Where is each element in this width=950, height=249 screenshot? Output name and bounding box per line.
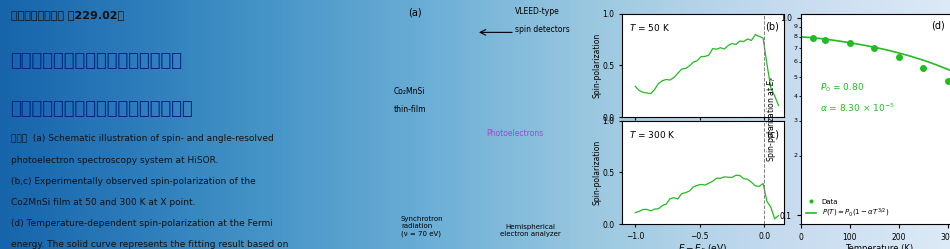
Text: 4: 4 (793, 94, 798, 99)
Text: 表面におけるスピン脱偏極を直接観測: 表面におけるスピン脱偏極を直接観測 (10, 100, 194, 118)
Text: (d) Temperature-dependent spin-polarization at the Fermi: (d) Temperature-dependent spin-polarizat… (10, 219, 273, 228)
Y-axis label: Spin-polarization: Spin-polarization (592, 33, 601, 98)
Text: 技術情報サービス 第229.02号: 技術情報サービス 第229.02号 (10, 10, 124, 20)
X-axis label: Temperature (K): Temperature (K) (846, 244, 913, 249)
Text: Hemispherical
electron analyzer: Hemispherical electron analyzer (501, 224, 561, 237)
Text: 【図】  (a) Schematic illustration of spin- and angle-resolved: 【図】 (a) Schematic illustration of spin- … (10, 134, 274, 143)
Text: ハーフメタルホイスラー合金薄膜の: ハーフメタルホイスラー合金薄膜の (10, 52, 182, 70)
Text: 8: 8 (794, 34, 798, 40)
Text: spin detectors: spin detectors (515, 25, 570, 34)
Text: Synchrotron
radiation
(ν = 70 eV): Synchrotron radiation (ν = 70 eV) (401, 216, 444, 237)
Text: 2: 2 (793, 153, 798, 158)
Text: thin-film: thin-film (394, 105, 427, 114)
Text: (c): (c) (766, 129, 779, 139)
Text: photoelectron spectroscopy system at HiSOR.: photoelectron spectroscopy system at HiS… (10, 156, 218, 165)
Text: 9: 9 (793, 24, 798, 29)
Text: (a): (a) (408, 7, 422, 17)
Text: $T$ = 50 K: $T$ = 50 K (629, 22, 670, 33)
Text: $P_0$ = 0.80: $P_0$ = 0.80 (820, 81, 864, 94)
Text: Co2MnSi film at 50 and 300 K at X point.: Co2MnSi film at 50 and 300 K at X point. (10, 198, 195, 207)
Text: 7: 7 (793, 46, 798, 51)
Text: (b,c) Experimentally observed spin-polarization of the: (b,c) Experimentally observed spin-polar… (10, 177, 256, 186)
Y-axis label: Spin-polarization at $E_F$: Spin-polarization at $E_F$ (766, 75, 778, 162)
Text: Co₂MnSi: Co₂MnSi (394, 87, 426, 96)
Text: Photoelectrons: Photoelectrons (486, 129, 543, 138)
Text: 6: 6 (794, 59, 798, 64)
Text: (d): (d) (931, 20, 945, 30)
Legend: Data, $P(T) = P_0(1 - \alpha T^{3/2})$: Data, $P(T) = P_0(1 - \alpha T^{3/2})$ (805, 197, 890, 221)
Text: (b): (b) (765, 22, 779, 32)
Text: energy. The solid curve represents the fitting result based on: energy. The solid curve represents the f… (10, 240, 288, 249)
Text: $\alpha$ = 8.30 × 10$^{-5}$: $\alpha$ = 8.30 × 10$^{-5}$ (820, 102, 895, 115)
Text: VLEED-type: VLEED-type (515, 7, 560, 16)
Text: 5: 5 (794, 75, 798, 80)
Y-axis label: Spin-polarization: Spin-polarization (592, 140, 601, 205)
X-axis label: $E - E_F$ (eV): $E - E_F$ (eV) (678, 242, 728, 249)
Text: $T$ = 300 K: $T$ = 300 K (629, 129, 675, 140)
Text: 3: 3 (793, 119, 798, 124)
